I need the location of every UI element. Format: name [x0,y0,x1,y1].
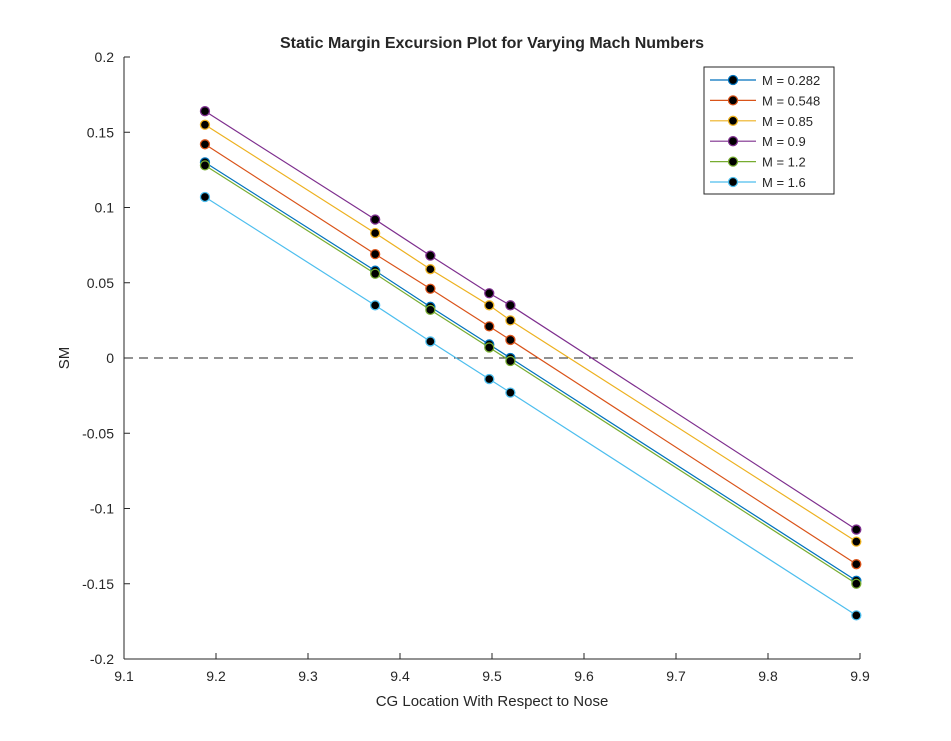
legend-label: M = 1.6 [762,175,806,190]
y-tick-label: 0.15 [87,124,114,140]
y-tick-label: 0.05 [87,275,114,291]
y-ticks: -0.2 -0.15 -0.1 -0.05 0 0.05 0.1 0.15 0.2 [82,49,130,667]
x-ticks: 9.1 9.2 9.3 9.4 9.5 9.6 9.7 9.8 9.9 [114,653,870,684]
x-tick-label: 9.1 [114,668,134,684]
x-tick-label: 9.2 [206,668,226,684]
data-point [370,214,381,225]
series-line [204,164,857,585]
legend-swatch-marker [727,156,739,167]
legend-entry: M = 0.9 [710,134,806,149]
series-line [204,143,857,565]
y-tick-label: 0.1 [95,200,115,216]
series-1 [199,139,862,570]
legend-label: M = 1.2 [762,155,806,170]
data-point [484,342,495,353]
legend-label: M = 0.282 [762,73,820,88]
data-point [425,304,436,315]
legend: M = 0.282 M = 0.548 M = 0.85 M = 0.9 M = 1.2… [703,66,835,195]
series-line [204,124,857,543]
x-tick-label: 9.8 [758,668,778,684]
x-tick-label: 9.7 [666,668,686,684]
legend-swatch-marker [727,74,739,86]
legend-label: M = 0.9 [762,134,806,149]
data-point [425,264,436,275]
data-point [199,106,211,117]
legend-entry: M = 0.282 [710,73,820,88]
legend-swatch-marker [727,176,739,188]
data-point [370,227,381,239]
data-point [484,321,495,332]
y-tick-label: -0.1 [90,501,114,517]
legend-entry: M = 0.85 [710,114,813,129]
chart-title: Static Margin Excursion Plot for Varying… [280,35,704,52]
legend-entry: M = 1.6 [710,175,806,190]
series-line [204,196,857,616]
x-tick-label: 9.4 [390,668,410,684]
y-axis-label: SM [56,347,73,370]
data-point [505,387,516,398]
y-tick-label: -0.05 [82,425,114,441]
data-point [199,191,211,203]
y-tick-label: -0.2 [90,651,114,667]
data-point [370,300,381,311]
data-point [851,559,862,570]
data-point [370,268,381,279]
x-tick-label: 9.9 [850,668,870,684]
data-point [851,610,862,621]
data-point [505,355,516,367]
data-point [851,524,862,535]
series-2 [199,119,862,547]
x-axis-label: CG Location With Respect to Nose [376,693,609,710]
y-tick-label: 0.2 [95,49,115,65]
data-point [851,578,862,589]
legend-entry: M = 1.2 [710,155,806,170]
data-point [505,300,516,311]
series-3 [199,106,862,535]
legend-entries: M = 0.282 M = 0.548 M = 0.85 M = 0.9 M = 1.2… [710,73,820,190]
y-tick-label: 0 [106,350,114,366]
data-point [199,119,211,130]
x-tick-label: 9.5 [482,668,502,684]
legend-swatch-marker [727,95,739,106]
legend-label: M = 0.85 [762,114,813,129]
data-point [484,300,495,311]
x-tick-label: 9.3 [298,668,318,684]
y-tick-label: -0.15 [82,576,114,592]
data-point [425,250,436,261]
data-point [425,336,436,347]
series-4 [199,160,862,589]
data-point [505,334,516,346]
data-point [484,288,495,299]
legend-swatch-marker [727,136,739,147]
data-point [199,139,211,150]
data-point [370,249,381,260]
data-point [484,373,495,385]
legend-box [703,66,835,195]
legend-label: M = 0.548 [762,93,820,108]
series-layer [199,106,862,621]
data-point [505,315,516,326]
series-line [204,110,857,531]
series-line [204,161,857,582]
legend-swatch-marker [727,115,739,126]
series-5 [199,191,862,621]
data-point [199,160,211,171]
x-tick-label: 9.6 [574,668,594,684]
data-point [851,536,862,547]
legend-entry: M = 0.548 [710,93,820,108]
data-point [425,283,436,294]
